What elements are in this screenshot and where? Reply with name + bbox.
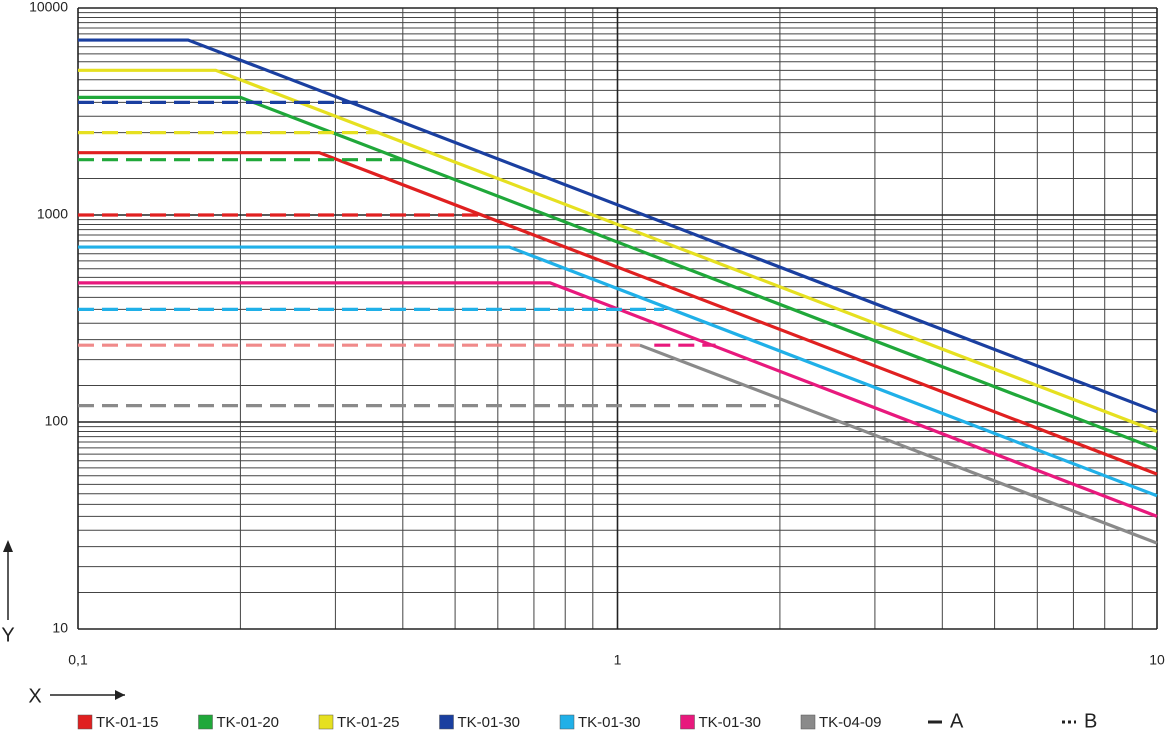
x-tick-label: 10: [1149, 652, 1165, 668]
legend-label: TK-04-09: [819, 714, 882, 731]
x-arrow-head: [115, 690, 125, 700]
series-line: [78, 38, 1158, 414]
series-line: [78, 68, 1158, 433]
legend-label: A: [950, 710, 964, 732]
legend-label: TK-01-30: [578, 714, 641, 731]
series-line: [78, 95, 1158, 451]
legend-label: TK-01-30: [458, 714, 521, 731]
x-tick-label: 1: [614, 652, 622, 668]
y-tick-label: 100: [45, 413, 69, 429]
y-tick-label: 1000: [37, 206, 68, 222]
legend-label: TK-01-20: [217, 714, 280, 731]
legend-swatch: [198, 714, 213, 730]
legend-swatch: [559, 714, 575, 730]
legend-label: B: [1084, 710, 1097, 732]
legend-swatch: [439, 714, 454, 730]
legend-swatch: [800, 714, 816, 730]
legend-label: TK-01-15: [96, 714, 159, 731]
x-axis-label: X: [28, 685, 41, 707]
legend-swatch: [77, 714, 93, 730]
y-arrow-head: [3, 540, 13, 552]
y-tick-label: 10000: [29, 0, 68, 15]
legend-swatch: [680, 714, 695, 730]
series-line: [639, 343, 1158, 545]
legend-label: TK-01-25: [337, 714, 400, 731]
y-tick-label: 10: [52, 620, 68, 636]
legend-swatch: [318, 714, 334, 730]
series-line: [78, 281, 1158, 518]
y-axis-label: Y: [1, 624, 14, 646]
x-tick-label: 0,1: [68, 652, 88, 668]
series-line: [78, 151, 1158, 476]
series-line: [78, 245, 1158, 498]
legend-label: TK-01-30: [699, 714, 762, 731]
